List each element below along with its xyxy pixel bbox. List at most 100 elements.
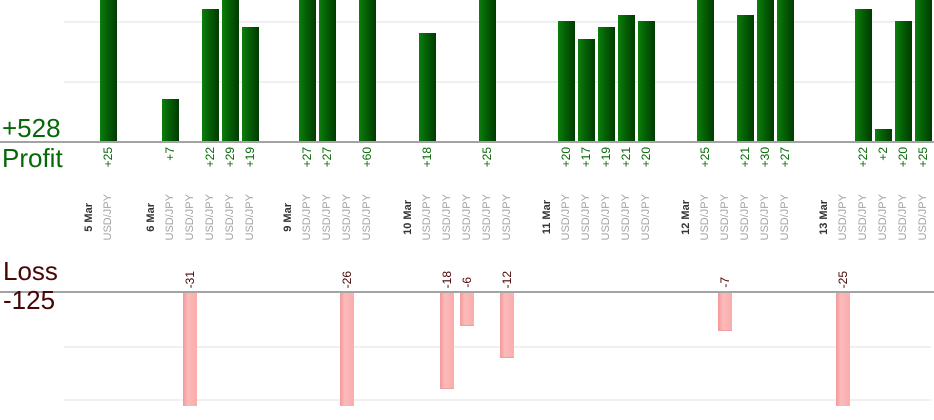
loss-value-label: -7 xyxy=(716,277,734,288)
profit-bar xyxy=(299,0,316,141)
profit-value-label-text: +21 xyxy=(738,147,752,168)
instrument-label: USD/JPY xyxy=(696,186,714,248)
loss-value-label: -26 xyxy=(338,271,356,288)
instrument-label: USD/JPY xyxy=(776,186,794,248)
loss-total-label: -125 xyxy=(3,285,56,315)
profit-value-label: +22 xyxy=(201,147,219,167)
profit-value-label-text: +25 xyxy=(916,147,930,168)
profit-value-label: +21 xyxy=(617,147,635,167)
instrument-label-text: USD/JPY xyxy=(164,193,176,241)
instrument-label: USD/JPY xyxy=(221,186,239,248)
loss-value-label: -31 xyxy=(181,271,199,288)
instrument-label-text: USD/JPY xyxy=(560,193,572,241)
loss-bar xyxy=(718,293,732,331)
profit-bar xyxy=(479,0,496,141)
profit-value-label: +27 xyxy=(776,147,794,167)
profit-bar xyxy=(598,27,615,141)
profit-value-label-text: +19 xyxy=(243,147,257,168)
profit-value-label: +25 xyxy=(478,147,496,167)
profit-value-label-text: +29 xyxy=(223,147,237,168)
profit-value-label-text: +7 xyxy=(163,147,177,161)
instrument-label-text: USD/JPY xyxy=(759,193,771,241)
profit-value-label-text: +22 xyxy=(203,147,217,168)
profit-value-label-text: +25 xyxy=(480,147,494,168)
profit-bar xyxy=(638,21,655,141)
profit-bar xyxy=(875,129,892,141)
profit-value-label-text: +18 xyxy=(420,147,434,168)
instrument-label: USD/JPY xyxy=(577,186,595,248)
instrument-label-text: USD/JPY xyxy=(699,193,711,241)
loss-value-label-text: -31 xyxy=(183,270,197,288)
date-label-text: 9 Mar xyxy=(282,202,294,232)
loss-gridline xyxy=(64,346,931,348)
profit-value-label-text: +27 xyxy=(300,147,314,168)
instrument-label: USD/JPY xyxy=(458,186,476,248)
profit-value-label-text: +30 xyxy=(758,147,772,168)
instrument-label: USD/JPY xyxy=(637,186,655,248)
loss-value-label: -12 xyxy=(498,271,516,288)
instrument-label: USD/JPY xyxy=(298,186,316,248)
date-label-text: 6 Mar xyxy=(145,202,157,232)
instrument-label: USD/JPY xyxy=(241,186,259,248)
loss-value-label-text: -25 xyxy=(836,270,850,288)
instrument-label: USD/JPY xyxy=(358,186,376,248)
date-label: 11 Mar xyxy=(538,186,556,248)
profit-bar xyxy=(578,39,595,141)
instrument-label-text: USD/JPY xyxy=(321,193,333,241)
profit-value-label: +25 xyxy=(914,147,932,167)
profit-bar xyxy=(162,99,179,141)
profit-bar xyxy=(855,9,872,141)
instrument-label: USD/JPY xyxy=(181,186,199,248)
instrument-label: USD/JPY xyxy=(498,186,516,248)
loss-axis-title: Loss xyxy=(3,256,58,286)
instrument-label: USD/JPY xyxy=(854,186,872,248)
loss-axis-line xyxy=(0,291,934,293)
instrument-label: USD/JPY xyxy=(99,186,117,248)
profit-value-label: +27 xyxy=(298,147,316,167)
instrument-label-text: USD/JPY xyxy=(481,193,493,241)
profit-value-label: +22 xyxy=(854,147,872,167)
instrument-label: USD/JPY xyxy=(716,186,734,248)
date-label: 12 Mar xyxy=(677,186,695,248)
profit-bar xyxy=(618,15,635,141)
profit-value-label-text: +60 xyxy=(360,147,374,168)
instrument-label-text: USD/JPY xyxy=(224,193,236,241)
loss-bar xyxy=(340,293,354,406)
instrument-label-text: USD/JPY xyxy=(640,193,652,241)
instrument-label-text: USD/JPY xyxy=(341,193,353,241)
profit-value-label-text: +27 xyxy=(320,147,334,168)
profit-value-label: +7 xyxy=(161,147,179,161)
loss-value-label-text: -7 xyxy=(718,277,732,288)
loss-value-label-text: -6 xyxy=(460,277,474,288)
profit-value-label-text: +25 xyxy=(698,147,712,168)
profit-bar xyxy=(915,0,932,141)
loss-value-label: -25 xyxy=(834,271,852,288)
instrument-label-text: USD/JPY xyxy=(361,193,373,241)
profit-value-label-text: +20 xyxy=(896,147,910,168)
instrument-label-text: USD/JPY xyxy=(244,193,256,241)
profit-value-label: +29 xyxy=(221,147,239,167)
profit-value-label-text: +2 xyxy=(876,147,890,161)
profit-value-label: +20 xyxy=(637,147,655,167)
instrument-label-text: USD/JPY xyxy=(461,193,473,241)
instrument-label: USD/JPY xyxy=(338,186,356,248)
loss-bar xyxy=(183,293,197,406)
date-label-text: 12 Mar xyxy=(680,199,692,235)
loss-bar xyxy=(460,293,474,326)
instrument-label-text: USD/JPY xyxy=(837,193,849,241)
profit-bar xyxy=(100,0,117,141)
profit-bar xyxy=(222,0,239,141)
instrument-label: USD/JPY xyxy=(597,186,615,248)
date-label: 6 Mar xyxy=(142,186,160,248)
profit-value-label: +20 xyxy=(557,147,575,167)
instrument-label: USD/JPY xyxy=(318,186,336,248)
profit-gridline xyxy=(64,21,931,23)
instrument-label: USD/JPY xyxy=(894,186,912,248)
profit-value-label: +17 xyxy=(577,147,595,167)
date-label: 5 Mar xyxy=(80,186,98,248)
instrument-label-text: USD/JPY xyxy=(501,193,513,241)
loss-value-label-text: -12 xyxy=(500,270,514,288)
instrument-label-text: USD/JPY xyxy=(877,193,889,241)
profit-chart-area xyxy=(0,0,934,141)
instrument-label: USD/JPY xyxy=(756,186,774,248)
